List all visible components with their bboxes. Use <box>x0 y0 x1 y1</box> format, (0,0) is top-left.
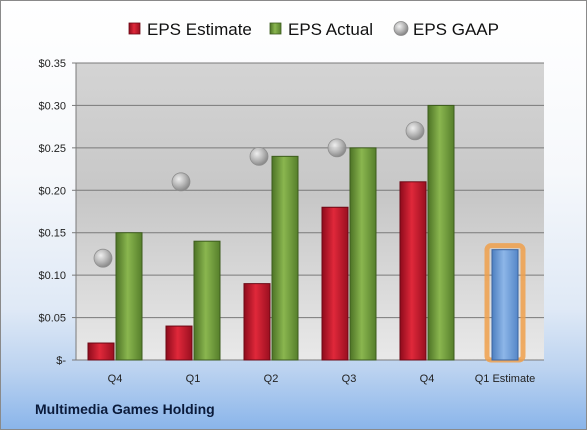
eps-gaap-point <box>327 138 347 158</box>
company-caption: Multimedia Games Holding <box>35 401 215 417</box>
x-tick-label: Q1 <box>186 373 201 385</box>
bar-layer <box>87 104 526 363</box>
eps-actual-bar <box>349 147 377 361</box>
eps-actual-bar <box>115 232 143 361</box>
eps-estimate-bar <box>243 283 271 361</box>
x-tick-label: Q2 <box>264 373 279 385</box>
eps-estimate-bar <box>87 342 115 361</box>
eps-actual-bar <box>193 240 221 361</box>
y-tick-label: $0.15 <box>38 228 66 240</box>
x-tick-label: Q4 <box>420 373 435 385</box>
eps-estimate-bar <box>165 325 193 361</box>
eps-gaap-point <box>171 172 191 192</box>
x-axis-ticks: Q4 Q1 Q2 Q3 Q4 Q1 Estimate <box>108 373 536 385</box>
y-tick-label: $0.05 <box>38 313 66 325</box>
y-tick-label: $- <box>56 355 66 367</box>
legend: EPS Estimate EPS Actual EPS GAAP <box>128 20 499 39</box>
y-tick-label: $0.25 <box>38 143 66 155</box>
x-tick-label: Q3 <box>342 373 357 385</box>
eps-gaap-point <box>405 121 425 141</box>
point-layer <box>93 121 425 268</box>
eps-estimate-bar <box>321 206 349 361</box>
grid-layer <box>72 62 544 361</box>
y-tick-label: $0.35 <box>38 58 66 70</box>
x-tick-label: Q4 <box>108 373 123 385</box>
legend-swatch <box>393 21 409 36</box>
legend-label: EPS GAAP <box>413 20 499 39</box>
legend-label: EPS Estimate <box>147 20 252 39</box>
y-tick-label: $0.30 <box>38 100 66 112</box>
x-tick-label: Q1 Estimate <box>475 373 536 385</box>
y-tick-label: $0.10 <box>38 270 66 282</box>
q1-estimate-bar <box>491 249 519 361</box>
eps-gaap-point <box>93 248 113 268</box>
eps-gaap-point <box>249 146 269 166</box>
plot-area <box>76 63 544 360</box>
legend-swatch <box>128 22 141 35</box>
eps-estimate-bar <box>399 181 427 361</box>
eps-actual-bar <box>427 104 455 361</box>
eps-actual-bar <box>271 155 299 361</box>
legend-label: EPS Actual <box>288 20 373 39</box>
legend-swatch <box>269 22 282 35</box>
y-axis-ticks: $- $0.05 $0.10 $0.15 $0.20 $0.25 $0.30 $0.35 <box>38 58 66 367</box>
y-tick-label: $0.20 <box>38 185 66 197</box>
